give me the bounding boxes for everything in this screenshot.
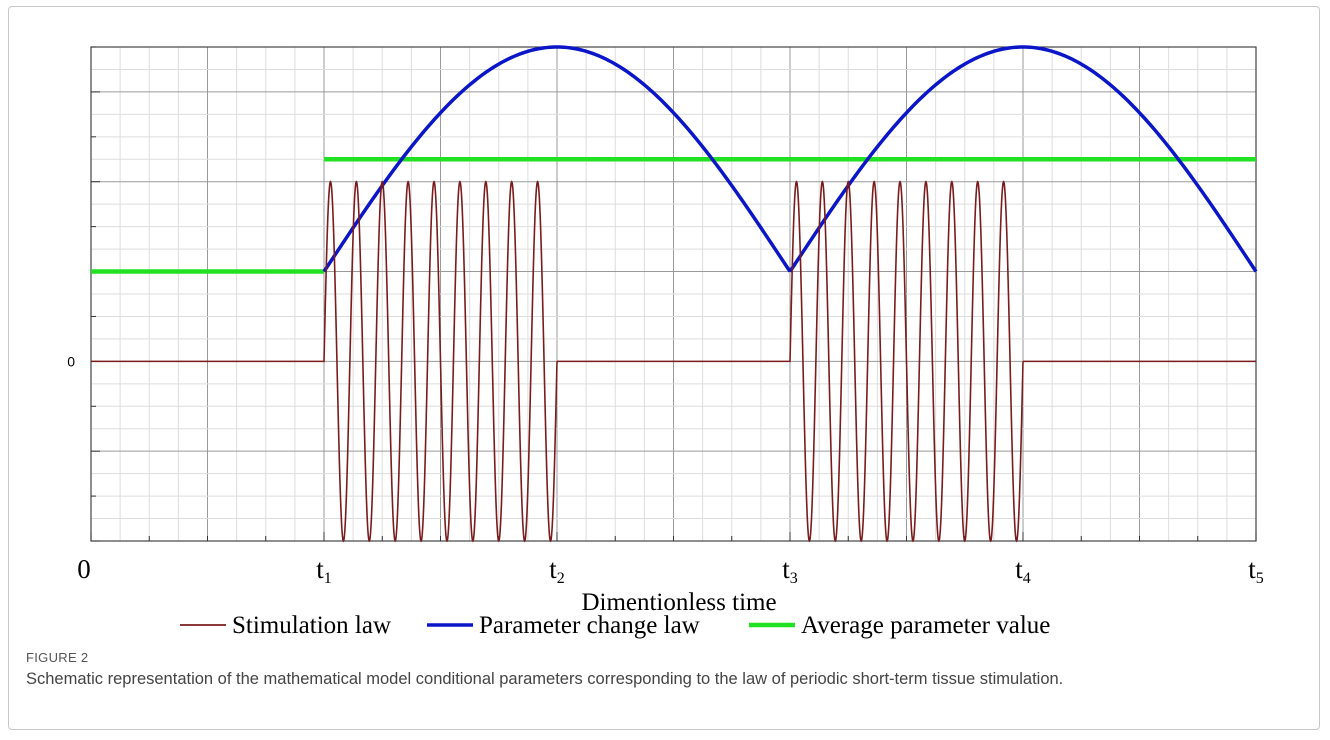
series-parameter-change-law xyxy=(322,45,1258,273)
x-tick-label: 0 xyxy=(77,554,91,584)
legend: Stimulation law Parameter change law Avera… xyxy=(180,612,1050,639)
series-average-parameter-value xyxy=(91,157,1256,274)
series-stimulation-law xyxy=(91,180,1256,543)
chart: 0 t1 t2 t3 t4 t5 0 Dimentionless time Stimulat… xyxy=(67,45,1264,639)
tick-labels: 0 t1 t2 t3 t4 t5 0 xyxy=(67,353,1264,587)
x-tick-label: t5 xyxy=(1248,554,1264,587)
grid xyxy=(90,46,1257,542)
legend-label: Stimulation law xyxy=(232,612,391,639)
x-tick-label: t4 xyxy=(1015,554,1031,587)
y-tick-label: 0 xyxy=(67,353,75,369)
x-tick-label: t2 xyxy=(549,554,565,587)
x-tick-label: t1 xyxy=(316,554,332,587)
x-tick-label: t3 xyxy=(782,554,798,587)
figure-caption: Schematic representation of the mathemat… xyxy=(26,670,1064,688)
legend-label: Average parameter value xyxy=(801,612,1050,639)
figure-frame xyxy=(8,6,1320,730)
x-axis-label: Dimentionless time xyxy=(581,589,776,616)
figure-label: FIGURE 2 xyxy=(26,650,89,665)
series xyxy=(91,45,1258,543)
legend-label: Parameter change law xyxy=(479,612,700,639)
